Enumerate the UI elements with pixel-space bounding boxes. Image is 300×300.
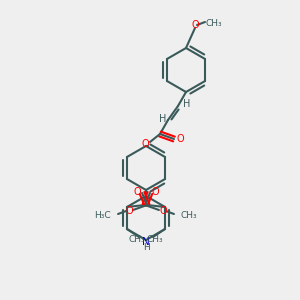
Text: H: H bbox=[183, 99, 191, 109]
Text: H: H bbox=[159, 114, 167, 124]
Text: N: N bbox=[142, 237, 150, 247]
Text: O: O bbox=[141, 139, 149, 149]
Text: CH₃: CH₃ bbox=[128, 236, 145, 244]
Text: O: O bbox=[133, 187, 141, 197]
Text: CH₃: CH₃ bbox=[181, 211, 198, 220]
Text: CH₃: CH₃ bbox=[147, 236, 164, 244]
Text: H: H bbox=[142, 244, 149, 253]
Text: H₃C: H₃C bbox=[94, 211, 111, 220]
Text: O: O bbox=[176, 134, 184, 144]
Text: O: O bbox=[125, 206, 133, 216]
Text: CH₃: CH₃ bbox=[206, 19, 223, 28]
Text: O: O bbox=[191, 20, 199, 30]
Text: O: O bbox=[159, 206, 167, 216]
Text: O: O bbox=[151, 187, 159, 197]
